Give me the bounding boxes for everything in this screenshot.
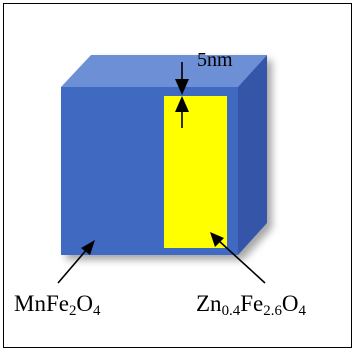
shell-label-part: Fe — [240, 291, 264, 316]
core-label-subscript: 2 — [68, 303, 77, 320]
cube-top-face — [61, 55, 267, 87]
cube-side-face — [238, 55, 267, 255]
core-label-subscript: 4 — [93, 303, 101, 320]
arrowhead-up — [175, 96, 189, 112]
thickness-label: 5nm — [197, 49, 233, 71]
thickness-arrows — [175, 62, 189, 128]
arrowhead-down — [175, 79, 189, 95]
core-label-part: O — [76, 291, 94, 316]
shell-label: Zn0.4Fe2.6O4 — [196, 291, 306, 319]
shell-label-subscript: 0.4 — [221, 303, 241, 320]
core-pointer-arrow — [57, 240, 95, 284]
shell-label-subscript: 2.6 — [263, 303, 282, 320]
shell-label-part: O — [281, 291, 299, 316]
core-label-part: MnFe — [14, 291, 69, 316]
shell-pointer-arrow — [210, 232, 266, 284]
core-label: MnFe2O4 — [14, 291, 101, 319]
shell-layer — [164, 96, 227, 248]
shell-label-part: Zn — [196, 291, 222, 316]
shell-label-subscript: 4 — [298, 303, 306, 320]
